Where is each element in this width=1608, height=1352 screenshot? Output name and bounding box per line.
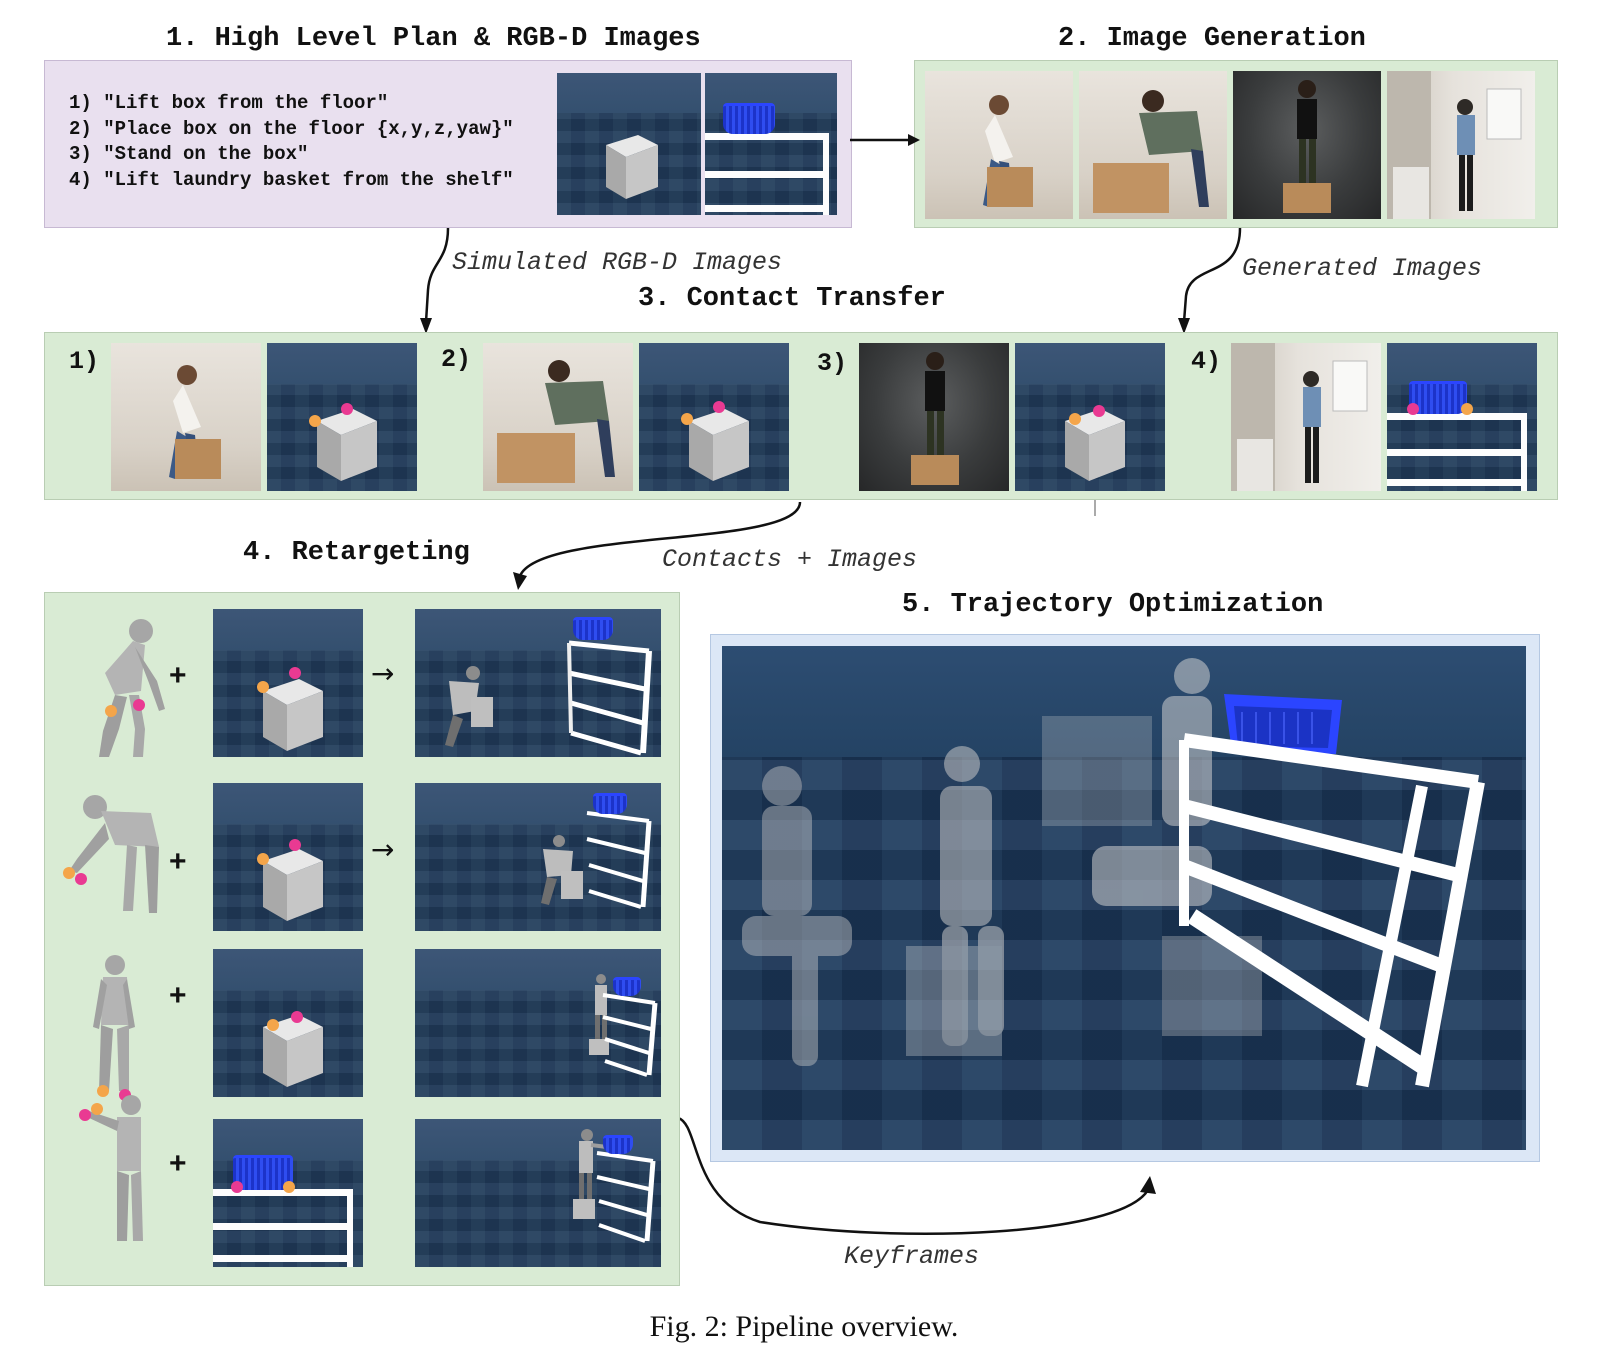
contact-point-right <box>341 403 353 415</box>
generated-image-basket <box>1387 71 1535 219</box>
basket-model <box>573 617 613 640</box>
contact-section-title: 3. Contact Transfer <box>638 284 946 314</box>
contact-point-left <box>1407 403 1419 415</box>
generation-panel <box>914 60 1558 228</box>
contact-point-right <box>289 839 301 851</box>
contact-point-left <box>231 1181 243 1193</box>
contact-point-right <box>291 1011 303 1023</box>
sim-image-box <box>557 73 701 215</box>
retarget-result-2 <box>415 783 661 931</box>
contact-point-left <box>257 681 269 693</box>
contact-photo-stand <box>859 343 1009 491</box>
basket-model <box>603 1135 633 1154</box>
contact-point-right <box>283 1181 295 1193</box>
plus-sign: + <box>169 1147 187 1180</box>
caption-keyframes: Keyframes <box>844 1242 980 1271</box>
contact-point-left <box>267 1019 279 1031</box>
retarget-panel: + → + → + <box>44 592 680 1286</box>
retarget-section-title: 4. Retargeting <box>243 538 470 568</box>
basket-model <box>613 977 641 996</box>
retarget-result-4 <box>415 1119 661 1267</box>
contact-label-2: 2) <box>441 345 472 374</box>
plan-step-4: 4) "Lift laundry basket from the shelf" <box>69 168 514 191</box>
contact-point-left <box>257 853 269 865</box>
plan-list: 1) "Lift box from the floor" 2) "Place b… <box>69 91 514 193</box>
contact-sim-basket <box>1387 343 1537 491</box>
trajectory-render <box>722 646 1526 1150</box>
plus-sign: + <box>169 845 187 878</box>
shelf-model <box>213 1189 359 1267</box>
retarget-result-3 <box>415 949 661 1097</box>
contact-point-left <box>681 413 693 425</box>
arrow-icon: → <box>371 657 395 690</box>
plus-sign: + <box>169 659 187 692</box>
caption-contacts-images: Contacts + Images <box>662 545 918 574</box>
contact-point-right <box>1461 403 1473 415</box>
plan-step-2: 2) "Place box on the floor {x,y,z,yaw}" <box>69 117 514 140</box>
generated-image-lift <box>925 71 1073 219</box>
plan-panel: 1) "Lift box from the floor" 2) "Place b… <box>44 60 852 228</box>
contact-label-4: 4) <box>1191 347 1222 376</box>
sim-image-shelf <box>705 73 837 215</box>
retarget-sim-box-3 <box>213 949 363 1097</box>
contact-sim-stand <box>1015 343 1165 491</box>
generated-image-place <box>1079 71 1227 219</box>
plan-step-1: 1) "Lift box from the floor" <box>69 92 389 114</box>
contact-sim-lift <box>267 343 417 491</box>
human-mesh-place <box>63 795 159 913</box>
contact-sim-place <box>639 343 789 491</box>
human-mesh-basket <box>79 1095 143 1241</box>
human-mesh-stand <box>93 955 135 1101</box>
basket-model <box>593 793 627 814</box>
contact-point-left <box>309 415 321 427</box>
plus-sign: + <box>169 979 187 1012</box>
retarget-result-1 <box>415 609 661 757</box>
human-mesh-lift <box>99 619 165 757</box>
contact-photo-lift <box>111 343 261 491</box>
plan-step-3: 3) "Stand on the box" <box>69 143 309 165</box>
contact-point-right <box>289 667 301 679</box>
retarget-sim-box-2 <box>213 783 363 931</box>
contact-point-right <box>713 401 725 413</box>
arrow-icon: → <box>371 833 395 866</box>
retarget-sim-shelf <box>213 1119 363 1267</box>
trajectory-section-title: 5. Trajectory Optimization <box>902 590 1324 620</box>
caption-simulated-images: Simulated RGB-D Images <box>452 248 783 277</box>
shelf-model <box>1387 413 1533 491</box>
retarget-sim-box-1 <box>213 609 363 757</box>
figure-caption: Fig. 2: Pipeline overview. <box>649 1310 959 1343</box>
arrow-plan-to-generation <box>850 134 920 146</box>
contact-panel: 1) 2) 3) 4) <box>44 332 1558 500</box>
contact-point-left <box>1069 413 1081 425</box>
caption-generated-images: Generated Images <box>1242 254 1483 283</box>
contact-photo-basket <box>1231 343 1381 491</box>
contact-label-3: 3) <box>817 349 848 378</box>
generated-image-stand <box>1233 71 1381 219</box>
basket-model <box>723 103 775 134</box>
shelf-model <box>705 133 833 215</box>
contact-point-right <box>1093 405 1105 417</box>
trajectory-scene <box>742 658 1485 1088</box>
contact-photo-place <box>483 343 633 491</box>
contact-label-1: 1) <box>69 347 100 376</box>
plan-section-title: 1. High Level Plan & RGB-D Images <box>166 24 701 54</box>
generation-section-title: 2. Image Generation <box>1058 24 1366 54</box>
